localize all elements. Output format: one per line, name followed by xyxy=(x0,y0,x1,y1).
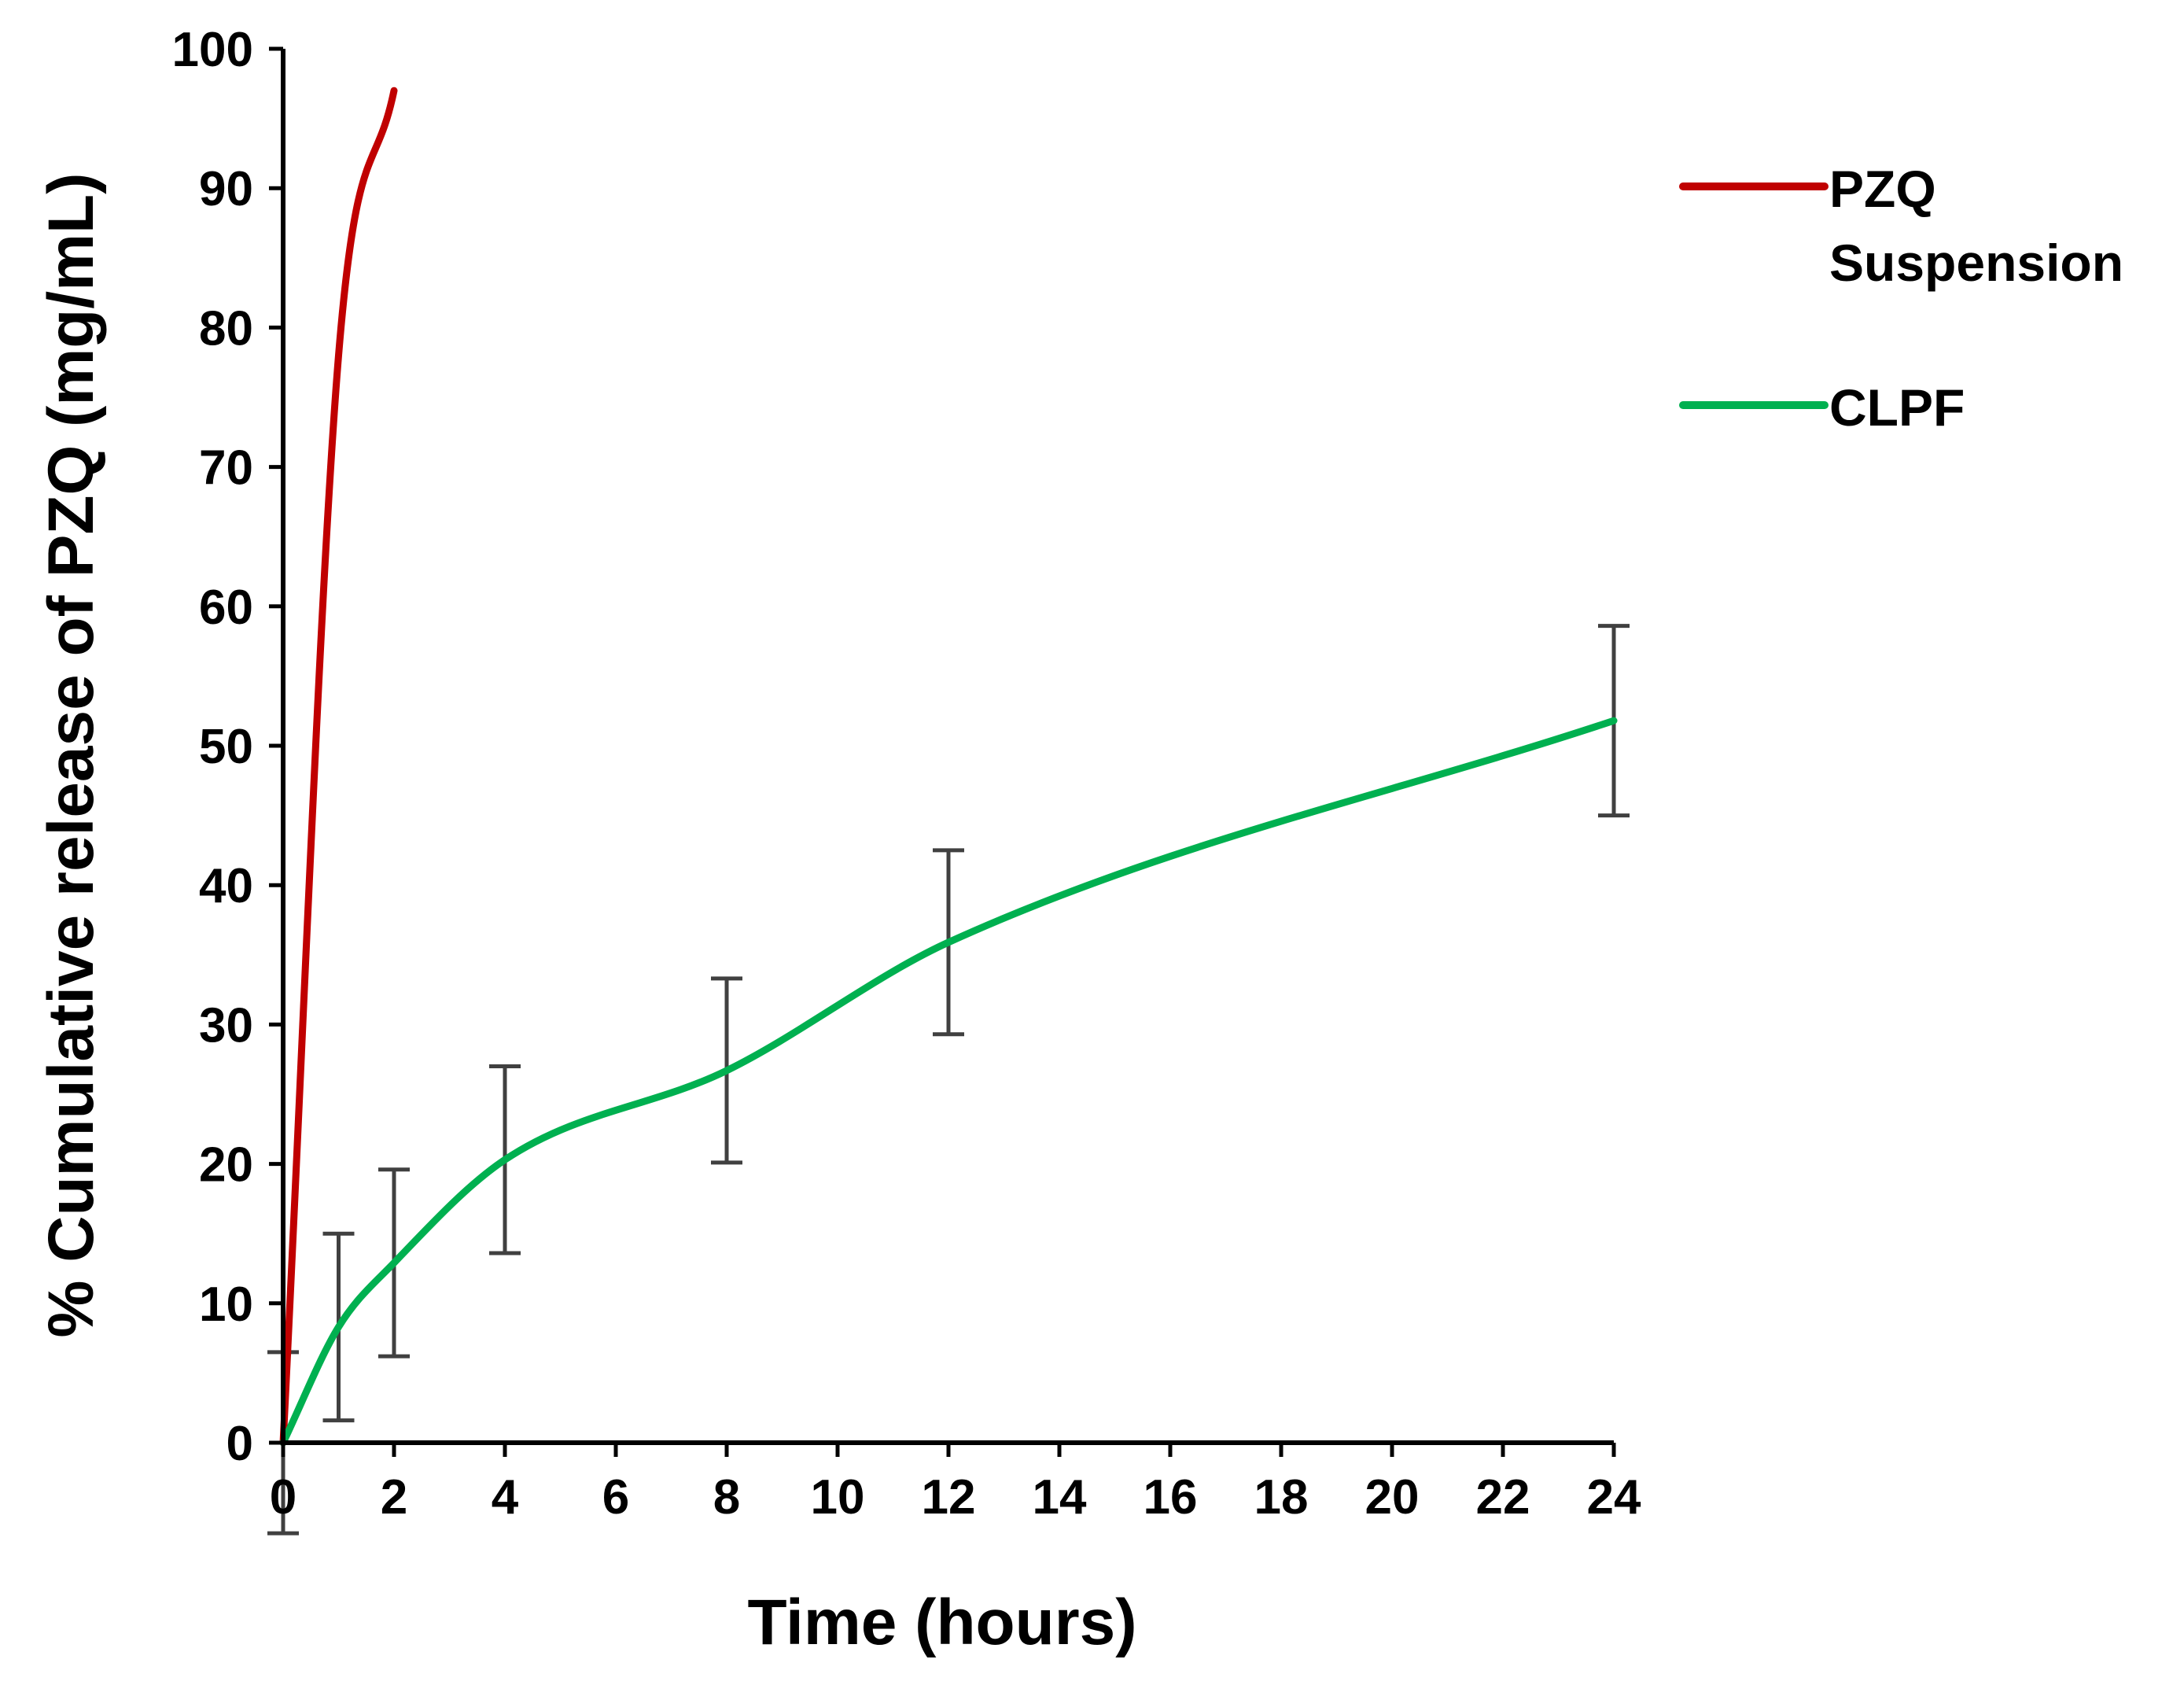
x-tick-label: 12 xyxy=(922,1470,976,1525)
series-line-clpf xyxy=(279,717,1618,1447)
x-tick-label: 2 xyxy=(381,1470,407,1525)
legend-label-pzq-line1: PZQ xyxy=(1829,160,1936,218)
error-bars xyxy=(267,624,1630,1536)
y-axis-ticks: 0 10 20 30 40 50 60 70 80 90 100 xyxy=(172,23,283,1471)
legend-label-pzq-line2: Suspension xyxy=(1829,234,2123,292)
x-axis-ticks: 0 2 4 6 8 10 12 14 16 18 20 22 24 xyxy=(270,1443,1641,1525)
x-tick-label: 16 xyxy=(1144,1470,1198,1525)
x-tick-label: 4 xyxy=(492,1470,519,1525)
x-tick-label: 10 xyxy=(811,1470,865,1525)
legend: PZQ Suspension CLPF xyxy=(1679,160,2123,437)
x-tick-label: 24 xyxy=(1587,1470,1641,1525)
x-tick-label: 22 xyxy=(1476,1470,1530,1525)
y-tick-label: 10 xyxy=(199,1278,253,1332)
y-tick-label: 50 xyxy=(199,720,253,774)
x-tick-label: 6 xyxy=(602,1470,629,1525)
legend-label-clpf: CLPF xyxy=(1829,378,1965,437)
y-tick-label: 100 xyxy=(172,23,253,77)
series-lines xyxy=(279,87,1618,1447)
y-tick-label: 30 xyxy=(199,998,253,1053)
series-line-pzq-suspension xyxy=(279,87,398,1447)
y-tick-label: 40 xyxy=(199,859,253,913)
x-axis-title: Time (hours) xyxy=(747,1587,1136,1658)
x-tick-label: 20 xyxy=(1365,1470,1420,1525)
y-tick-label: 20 xyxy=(199,1138,253,1193)
y-tick-label: 80 xyxy=(199,301,253,356)
y-tick-label: 70 xyxy=(199,441,253,496)
y-tick-label: 0 xyxy=(227,1417,253,1471)
x-tick-label: 8 xyxy=(713,1470,740,1525)
x-tick-label: 14 xyxy=(1033,1470,1087,1525)
y-tick-label: 90 xyxy=(199,162,253,216)
y-tick-label: 60 xyxy=(199,581,253,635)
x-tick-label: 0 xyxy=(270,1470,296,1525)
y-axis-title: % Cumulative release of PZQ (mg/mL) xyxy=(35,173,107,1338)
x-tick-label: 18 xyxy=(1254,1470,1309,1525)
